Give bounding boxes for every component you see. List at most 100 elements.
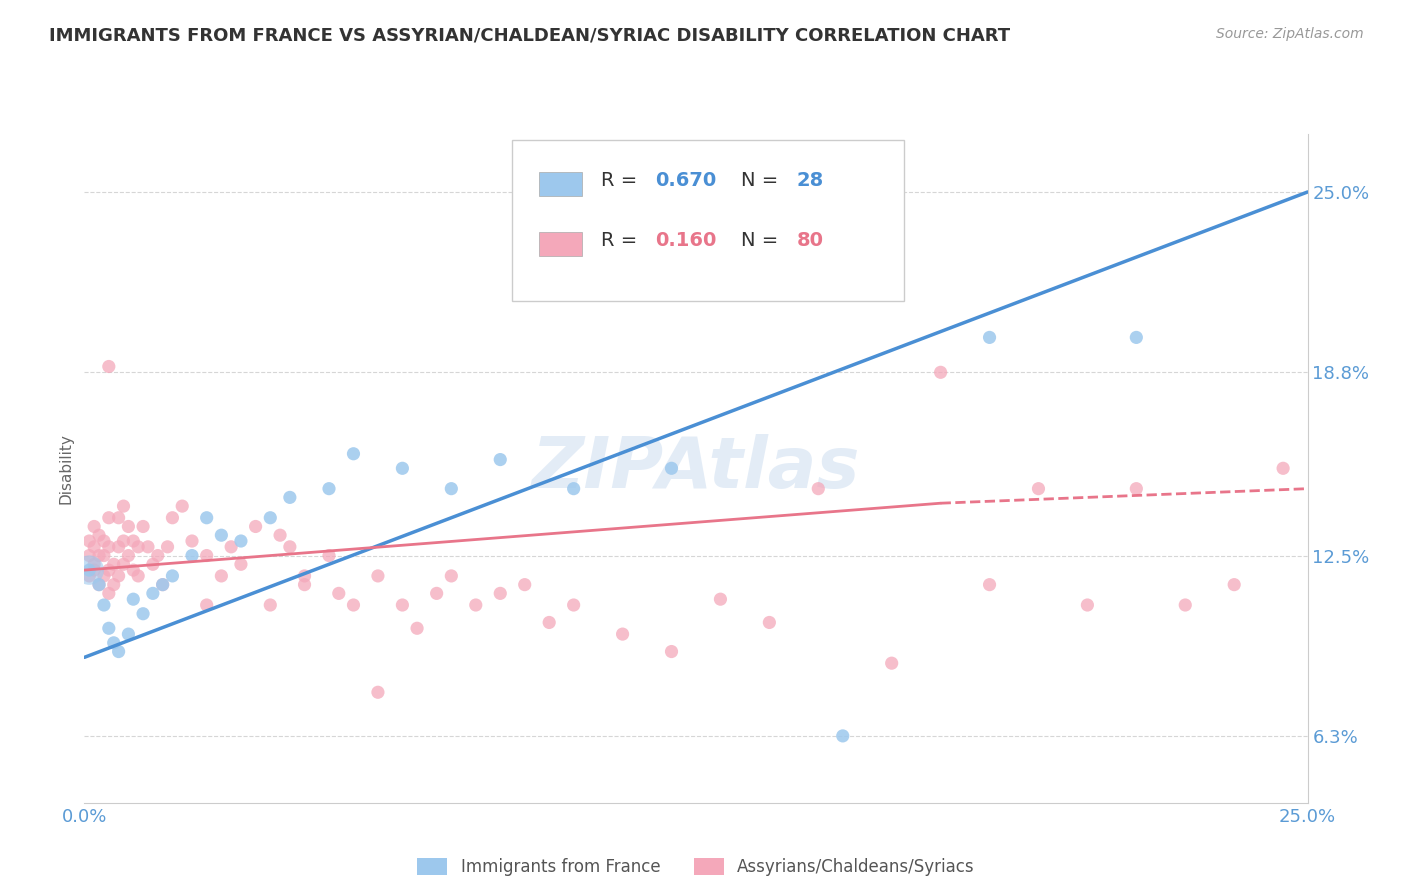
Point bbox=[880, 656, 903, 670]
Point bbox=[97, 359, 120, 374]
Point bbox=[269, 528, 291, 542]
Point bbox=[172, 499, 194, 513]
Point bbox=[103, 577, 125, 591]
Point bbox=[87, 549, 110, 563]
Point bbox=[209, 528, 232, 542]
Point bbox=[146, 549, 169, 563]
Point bbox=[367, 685, 389, 699]
Point bbox=[156, 540, 179, 554]
Point bbox=[132, 519, 155, 533]
Point bbox=[83, 563, 105, 577]
Point bbox=[107, 510, 129, 524]
Point bbox=[391, 598, 413, 612]
Point bbox=[112, 534, 135, 549]
Point bbox=[709, 592, 731, 607]
Point bbox=[318, 549, 340, 563]
Point bbox=[426, 586, 449, 600]
Point bbox=[979, 330, 1001, 344]
Point bbox=[278, 491, 301, 505]
Point bbox=[77, 534, 100, 549]
Point bbox=[195, 598, 218, 612]
Text: N =: N = bbox=[741, 231, 785, 251]
Point bbox=[1028, 482, 1050, 496]
Point bbox=[97, 586, 120, 600]
Point bbox=[117, 627, 139, 641]
Point bbox=[122, 592, 145, 607]
Point bbox=[97, 540, 120, 554]
Point bbox=[162, 510, 184, 524]
Point bbox=[807, 482, 830, 496]
Point bbox=[1223, 577, 1246, 591]
Point bbox=[103, 558, 125, 572]
Text: Source: ZipAtlas.com: Source: ZipAtlas.com bbox=[1216, 27, 1364, 41]
Point bbox=[77, 569, 100, 583]
Point bbox=[440, 482, 463, 496]
Point bbox=[195, 510, 218, 524]
Point bbox=[328, 586, 350, 600]
Text: R =: R = bbox=[600, 231, 643, 251]
Point bbox=[77, 563, 100, 577]
Point bbox=[93, 569, 115, 583]
Text: 80: 80 bbox=[796, 231, 824, 251]
Point bbox=[77, 563, 100, 577]
Point bbox=[93, 534, 115, 549]
Point bbox=[538, 615, 561, 630]
Point bbox=[127, 569, 149, 583]
Point bbox=[107, 644, 129, 658]
Point bbox=[93, 598, 115, 612]
Point bbox=[152, 577, 174, 591]
Point bbox=[97, 510, 120, 524]
Point bbox=[103, 636, 125, 650]
Point bbox=[464, 598, 486, 612]
Point bbox=[107, 569, 129, 583]
Point bbox=[181, 534, 204, 549]
Point bbox=[513, 577, 536, 591]
Point bbox=[758, 615, 780, 630]
Text: IMMIGRANTS FROM FRANCE VS ASSYRIAN/CHALDEAN/SYRIAC DISABILITY CORRELATION CHART: IMMIGRANTS FROM FRANCE VS ASSYRIAN/CHALD… bbox=[49, 27, 1011, 45]
Point bbox=[661, 461, 683, 475]
Point bbox=[87, 577, 110, 591]
Text: N =: N = bbox=[741, 171, 785, 190]
Point bbox=[562, 598, 585, 612]
Point bbox=[229, 558, 252, 572]
Point bbox=[259, 510, 281, 524]
Point bbox=[318, 482, 340, 496]
Point bbox=[612, 627, 634, 641]
Point bbox=[162, 569, 184, 583]
Point bbox=[93, 549, 115, 563]
Point bbox=[245, 519, 267, 533]
Point bbox=[406, 621, 429, 635]
Point bbox=[1272, 461, 1295, 475]
Point bbox=[1125, 330, 1147, 344]
Point bbox=[979, 577, 1001, 591]
Text: 0.670: 0.670 bbox=[655, 171, 717, 190]
Point bbox=[117, 519, 139, 533]
Point bbox=[117, 549, 139, 563]
Point bbox=[1174, 598, 1197, 612]
Point bbox=[152, 577, 174, 591]
Point bbox=[489, 586, 512, 600]
FancyBboxPatch shape bbox=[540, 172, 582, 195]
Point bbox=[1076, 598, 1098, 612]
Point bbox=[107, 540, 129, 554]
Point bbox=[209, 569, 232, 583]
Point bbox=[97, 563, 120, 577]
Legend: Immigrants from France, Assyrians/Chaldeans/Syriacs: Immigrants from France, Assyrians/Chalde… bbox=[411, 851, 981, 883]
Point bbox=[87, 528, 110, 542]
Y-axis label: Disability: Disability bbox=[58, 433, 73, 504]
FancyBboxPatch shape bbox=[512, 141, 904, 301]
Point bbox=[83, 558, 105, 572]
Point bbox=[259, 598, 281, 612]
Point bbox=[127, 540, 149, 554]
Point bbox=[831, 729, 853, 743]
FancyBboxPatch shape bbox=[540, 233, 582, 256]
Point bbox=[112, 558, 135, 572]
Point bbox=[661, 644, 683, 658]
Point bbox=[229, 534, 252, 549]
Point bbox=[87, 577, 110, 591]
Text: R =: R = bbox=[600, 171, 643, 190]
Point bbox=[122, 534, 145, 549]
Point bbox=[278, 540, 301, 554]
Point bbox=[195, 549, 218, 563]
Point bbox=[219, 540, 242, 554]
